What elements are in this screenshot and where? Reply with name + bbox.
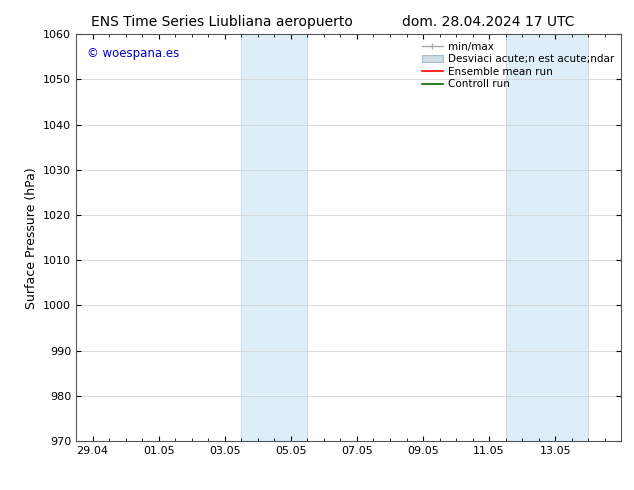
Legend: min/max, Desviaci acute;n est acute;ndar, Ensemble mean run, Controll run: min/max, Desviaci acute;n est acute;ndar… (420, 40, 616, 92)
Text: © woespana.es: © woespana.es (87, 47, 179, 59)
Bar (242, 34, 307, 441)
Text: ENS Time Series Liubliana aeropuerto: ENS Time Series Liubliana aeropuerto (91, 15, 353, 29)
Text: dom. 28.04.2024 17 UTC: dom. 28.04.2024 17 UTC (402, 15, 574, 29)
Y-axis label: Surface Pressure (hPa): Surface Pressure (hPa) (25, 167, 37, 309)
Bar (506, 34, 588, 441)
